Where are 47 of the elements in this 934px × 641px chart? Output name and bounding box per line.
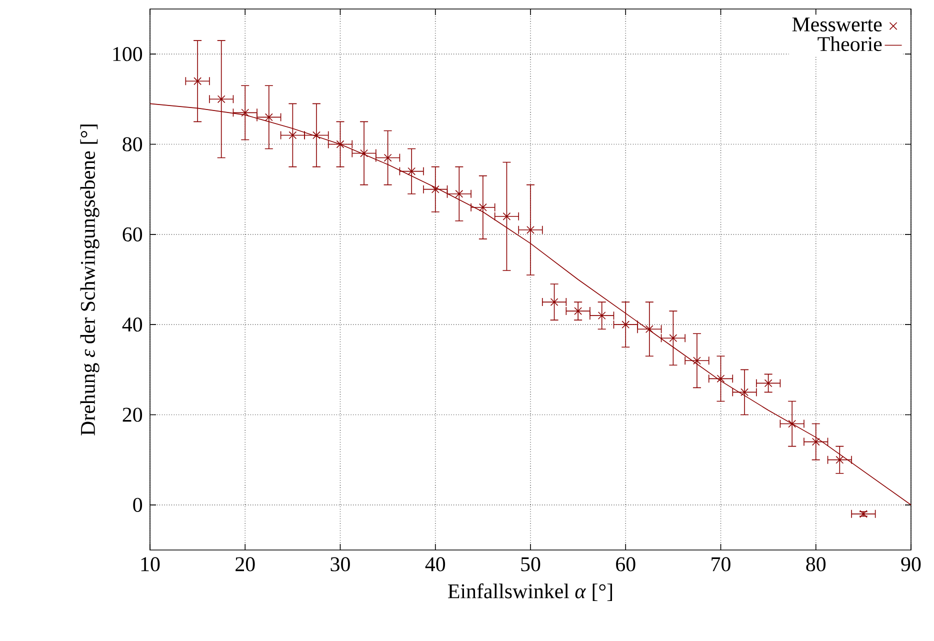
point bbox=[288, 131, 297, 140]
y-tick-label: 100 bbox=[113, 47, 142, 62]
x-tick-label: 30 bbox=[330, 557, 350, 572]
point bbox=[455, 190, 464, 198]
point bbox=[217, 95, 226, 104]
y-tick-label: 20 bbox=[122, 408, 142, 422]
x-tick-label: 80 bbox=[806, 557, 826, 572]
point bbox=[431, 185, 440, 194]
point bbox=[764, 379, 772, 388]
y-axis-title: Drehung ε der Schwingungsebene [°] bbox=[80, 124, 100, 436]
y-tick-label: 0 bbox=[133, 498, 142, 512]
point bbox=[502, 212, 511, 220]
y-tick-label: 40 bbox=[122, 318, 142, 332]
point bbox=[550, 298, 558, 306]
x-tick-label: 10 bbox=[141, 557, 160, 572]
y-tick-label: 60 bbox=[122, 227, 142, 242]
point bbox=[479, 203, 487, 212]
legend-label: Messwerte bbox=[792, 18, 882, 32]
point bbox=[716, 374, 725, 383]
point bbox=[740, 388, 748, 396]
x-axis-title: Einfallswinkel α [°] bbox=[448, 583, 612, 601]
point bbox=[693, 356, 701, 365]
point bbox=[812, 438, 820, 446]
x-tick-label: 50 bbox=[521, 557, 540, 572]
point bbox=[360, 149, 368, 158]
point bbox=[241, 108, 250, 117]
point bbox=[526, 226, 534, 234]
point bbox=[622, 320, 630, 329]
x-tick-label: 90 bbox=[901, 557, 921, 572]
point bbox=[408, 167, 416, 176]
point bbox=[194, 77, 202, 86]
point bbox=[264, 113, 273, 122]
legend-label: Theorie bbox=[818, 36, 882, 52]
point bbox=[574, 307, 582, 315]
point bbox=[669, 334, 678, 342]
point bbox=[598, 312, 606, 320]
x-tick-label: 40 bbox=[425, 557, 446, 572]
point bbox=[312, 131, 320, 140]
x-tick-label: 70 bbox=[712, 557, 730, 572]
y-tick-label: 80 bbox=[122, 137, 142, 152]
point bbox=[788, 420, 796, 428]
x-tick-label: 20 bbox=[236, 557, 255, 572]
point bbox=[384, 154, 392, 162]
x-tick-label: 60 bbox=[616, 557, 636, 572]
point bbox=[836, 456, 844, 464]
point bbox=[336, 140, 344, 148]
point bbox=[645, 325, 654, 334]
